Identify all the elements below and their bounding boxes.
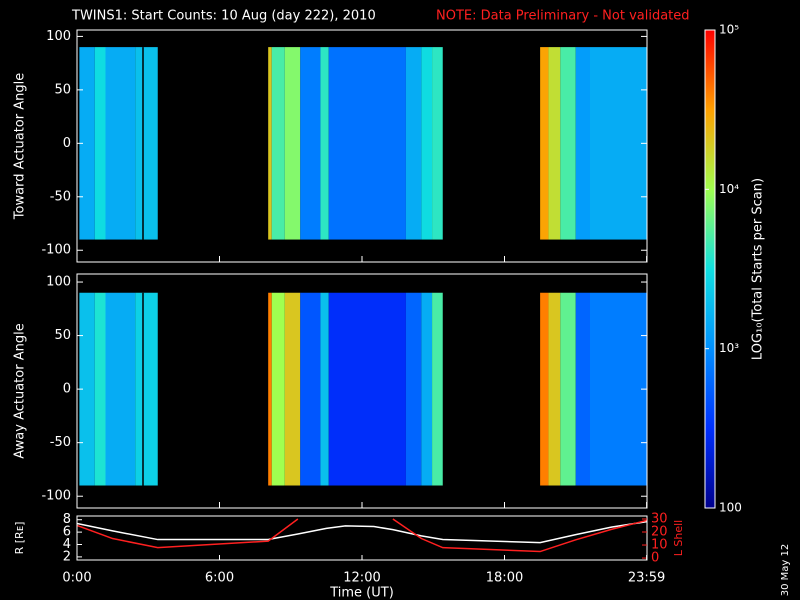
heatmap-cell — [135, 292, 158, 486]
heatmap-cell — [560, 292, 576, 486]
y-tick-label: 4 — [63, 537, 71, 552]
y-tick-label: 8 — [63, 512, 71, 527]
heatmap-cell — [268, 47, 272, 240]
heatmap-cell — [575, 292, 590, 486]
y-tick-label: -100 — [41, 243, 71, 258]
y-tick-label: 100 — [46, 29, 71, 44]
heatmap-cell — [320, 47, 329, 240]
colorbar-tick-label: 10⁵ — [719, 23, 739, 37]
heatmap-cell — [540, 292, 549, 486]
y-tick-label: -50 — [50, 189, 71, 204]
y-axis-label: R [Rᴇ] — [13, 522, 26, 555]
chart-title: TWINS1: Start Counts: 10 Aug (day 222), … — [71, 9, 376, 24]
heatmap-cell — [548, 292, 561, 486]
series-line — [77, 518, 647, 553]
heatmap-cell — [405, 292, 422, 486]
chart-note: NOTE: Data Preliminary - Not validated — [436, 9, 690, 24]
heatmap-cell — [284, 47, 301, 240]
y-tick-label: 0 — [63, 382, 71, 397]
y2-axis-label: L Shell — [672, 520, 685, 556]
heatmap-cell — [268, 292, 272, 486]
heatmap-cell — [105, 47, 136, 240]
heatmap-cell — [548, 47, 561, 240]
heatmap-cell — [271, 47, 285, 240]
heatmap-cell — [590, 292, 647, 486]
heatmap-cell — [432, 47, 443, 240]
heatmap-cell — [284, 292, 301, 486]
heatmap-cell — [271, 292, 285, 486]
heatmap-cell — [328, 47, 406, 240]
heatmap-cell — [79, 292, 95, 486]
x-tick-label: 12:00 — [343, 571, 380, 586]
y2-tick-label: 20 — [651, 525, 668, 540]
colorbar-tick-label: 100 — [719, 501, 742, 515]
x-axis-label: Time (UT) — [329, 586, 394, 600]
heatmap-cell — [135, 47, 158, 240]
y-tick-label: 50 — [54, 328, 71, 343]
x-tick-label: 6:00 — [205, 571, 234, 586]
x-tick-label: 23:59 — [628, 571, 665, 586]
y-axis-label: Toward Actuator Angle — [13, 73, 28, 220]
y-tick-label: -50 — [50, 435, 71, 450]
heatmap-cell — [540, 47, 549, 240]
heatmap-cell — [300, 292, 321, 486]
colorbar-tick-label: 10⁴ — [719, 182, 739, 196]
heatmap-cell — [590, 47, 647, 240]
heatmap-cell — [575, 47, 590, 240]
heatmap-cell — [432, 292, 443, 486]
y2-tick-label: 0 — [651, 551, 659, 566]
heatmap-cell — [94, 292, 106, 486]
heatmap-cell — [421, 292, 433, 486]
y2-tick-label: 30 — [651, 511, 668, 526]
y2-tick-label: 10 — [651, 538, 668, 553]
y-tick-label: 6 — [63, 525, 71, 540]
y-tick-label: -100 — [41, 489, 71, 504]
y-tick-label: 2 — [63, 549, 71, 564]
heatmap-cell — [405, 47, 422, 240]
series-line — [77, 520, 647, 544]
heatmap-cell — [560, 47, 576, 240]
heatmap-cell — [328, 292, 406, 486]
heatmap-cell — [105, 292, 136, 486]
heatmap-cell — [421, 47, 433, 240]
heatmap-cell — [79, 47, 95, 240]
heatmap-cell — [300, 47, 321, 240]
x-tick-label: 18:00 — [486, 571, 523, 586]
y-tick-label: 0 — [63, 136, 71, 151]
heatmap-cell — [320, 292, 329, 486]
y-tick-label: 100 — [46, 275, 71, 290]
y-tick-label: 50 — [54, 82, 71, 97]
colorbar-tick-label: 10³ — [719, 341, 739, 355]
date-stamp: 30 May 12 — [780, 544, 791, 596]
heatmap-cell — [94, 47, 106, 240]
y-axis-label: Away Actuator Angle — [13, 323, 28, 458]
x-tick-label: 0:00 — [62, 571, 91, 586]
colorbar — [704, 29, 716, 509]
colorbar-label: LOG₁₀(Total Starts per Scan) — [751, 178, 766, 360]
